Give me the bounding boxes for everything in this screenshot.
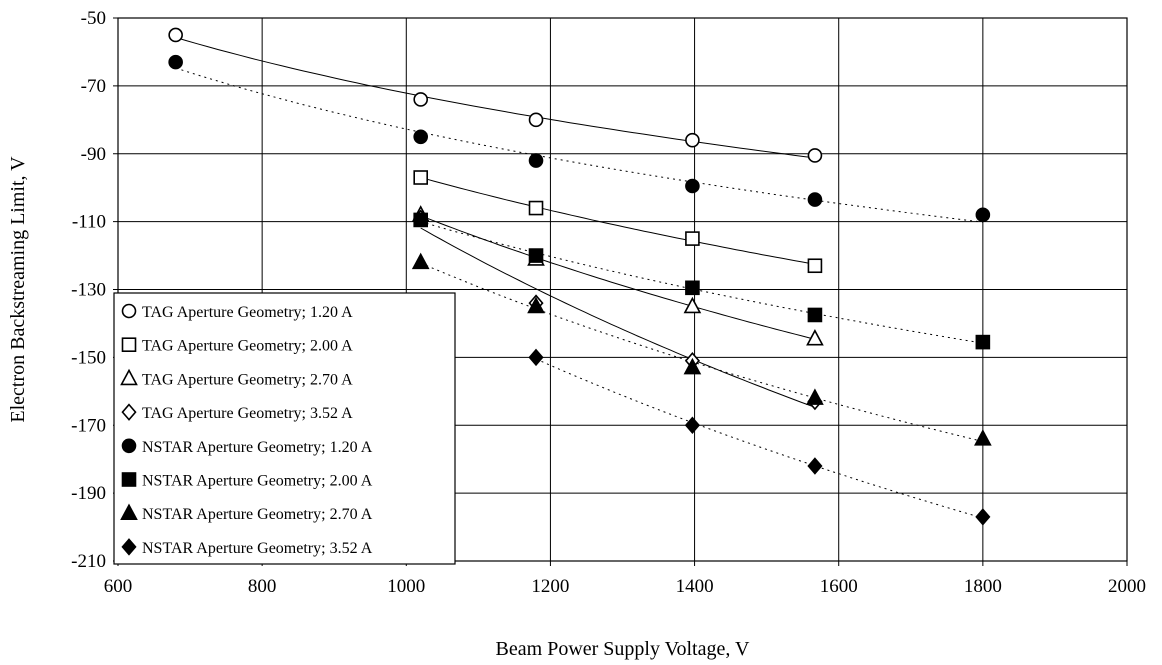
x-tick-label: 1800 [964,576,1002,597]
legend-label: TAG Aperture Geometry; 2.00 A [142,338,353,355]
data-point-series-2 [807,258,823,274]
data-point-series-5 [975,207,991,223]
legend-label: NSTAR Aperture Geometry; 2.70 A [142,506,373,523]
legend-label: TAG Aperture Geometry; 2.70 A [142,371,353,388]
legend-marker [121,403,137,421]
data-point-series-1 [807,148,823,163]
data-point-series-1 [168,27,183,43]
trendline-series-7 [420,262,984,442]
legend-box [113,292,456,565]
data-point-series-8 [684,416,700,434]
data-point-series-6 [685,280,700,296]
x-tick-label: 600 [104,576,133,597]
legend-marker [121,438,137,454]
data-point-series-1 [685,132,700,148]
x-axis-title: Beam Power Supply Voltage, V [496,638,750,660]
y-tick-label: -70 [81,76,106,97]
data-point-series-8 [807,457,823,475]
data-point-series-6 [413,212,429,228]
x-tick-label: 1400 [676,576,714,597]
legend-marker [120,503,138,521]
legend-label: TAG Aperture Geometry; 3.52 A [142,405,353,422]
data-point-series-2 [413,170,429,185]
y-tick-label: -170 [71,415,106,436]
data-point-series-3 [683,296,702,314]
trendline-series-2 [420,177,815,265]
data-point-series-7 [974,429,992,446]
grid [118,18,1127,561]
legend-marker [121,303,137,319]
trendline-series-3 [420,215,816,340]
data-point-series-7 [806,388,824,405]
data-point-series-5 [807,192,823,207]
legend-label: TAG Aperture Geometry; 1.20 A [142,304,353,321]
data-point-series-5 [528,153,544,168]
y-tick-label: -90 [81,144,106,165]
data-markers [168,27,992,526]
legend-marker [121,472,137,487]
y-tick-label: -110 [72,212,106,233]
trendline-series-8 [535,358,984,519]
data-point-series-6 [807,307,823,323]
data-point-series-5 [413,129,429,145]
x-tick-label: 2000 [1108,576,1146,597]
data-point-series-6 [975,334,991,350]
y-tick-label: -130 [71,280,106,301]
y-tick-label: -50 [81,8,106,29]
y-tick-label: -150 [71,347,106,368]
trendline-series-6 [420,221,983,344]
legend-marker [121,337,137,353]
legend-marker [120,368,138,386]
trendlines [175,37,984,519]
data-point-series-3 [806,329,824,346]
x-tick-label: 1200 [531,576,569,597]
data-point-series-1 [528,112,544,128]
data-point-series-5 [685,178,700,194]
legend-marker [121,538,137,556]
x-tick-label: 1600 [820,576,858,597]
data-point-series-2 [528,200,544,216]
x-tick-label: 1000 [387,576,425,597]
data-point-series-7 [527,296,545,314]
data-point-series-1 [413,92,429,107]
data-point-series-7 [411,252,430,270]
trendline-series-4 [420,227,816,408]
y-tick-label: -190 [71,483,106,504]
legend-label: NSTAR Aperture Geometry; 1.20 A [142,439,373,456]
data-point-series-8 [528,348,544,367]
x-tick-label: 800 [248,576,277,597]
trendline-series-5 [175,67,983,223]
y-axis-title: Electron Backstreaming Limit, V [7,156,29,423]
data-point-series-7 [683,357,702,375]
data-point-series-2 [685,231,700,246]
axis-ticks: 600 800 1000 1200 1400 1600 1800 2000 -50 -70 -90 -… [71,8,1146,597]
y-tick-label: -210 [71,551,106,572]
legend-label: NSTAR Aperture Geometry; 2.00 A [142,473,373,490]
data-point-series-8 [975,508,991,526]
data-point-series-5 [168,54,183,70]
legend-label: NSTAR Aperture Geometry; 3.52 A [142,540,373,557]
trendline-series-1 [175,37,815,159]
data-point-series-6 [528,248,544,263]
legend: TAG Aperture Geometry; 1.20 A TAG Apertur… [113,292,456,565]
